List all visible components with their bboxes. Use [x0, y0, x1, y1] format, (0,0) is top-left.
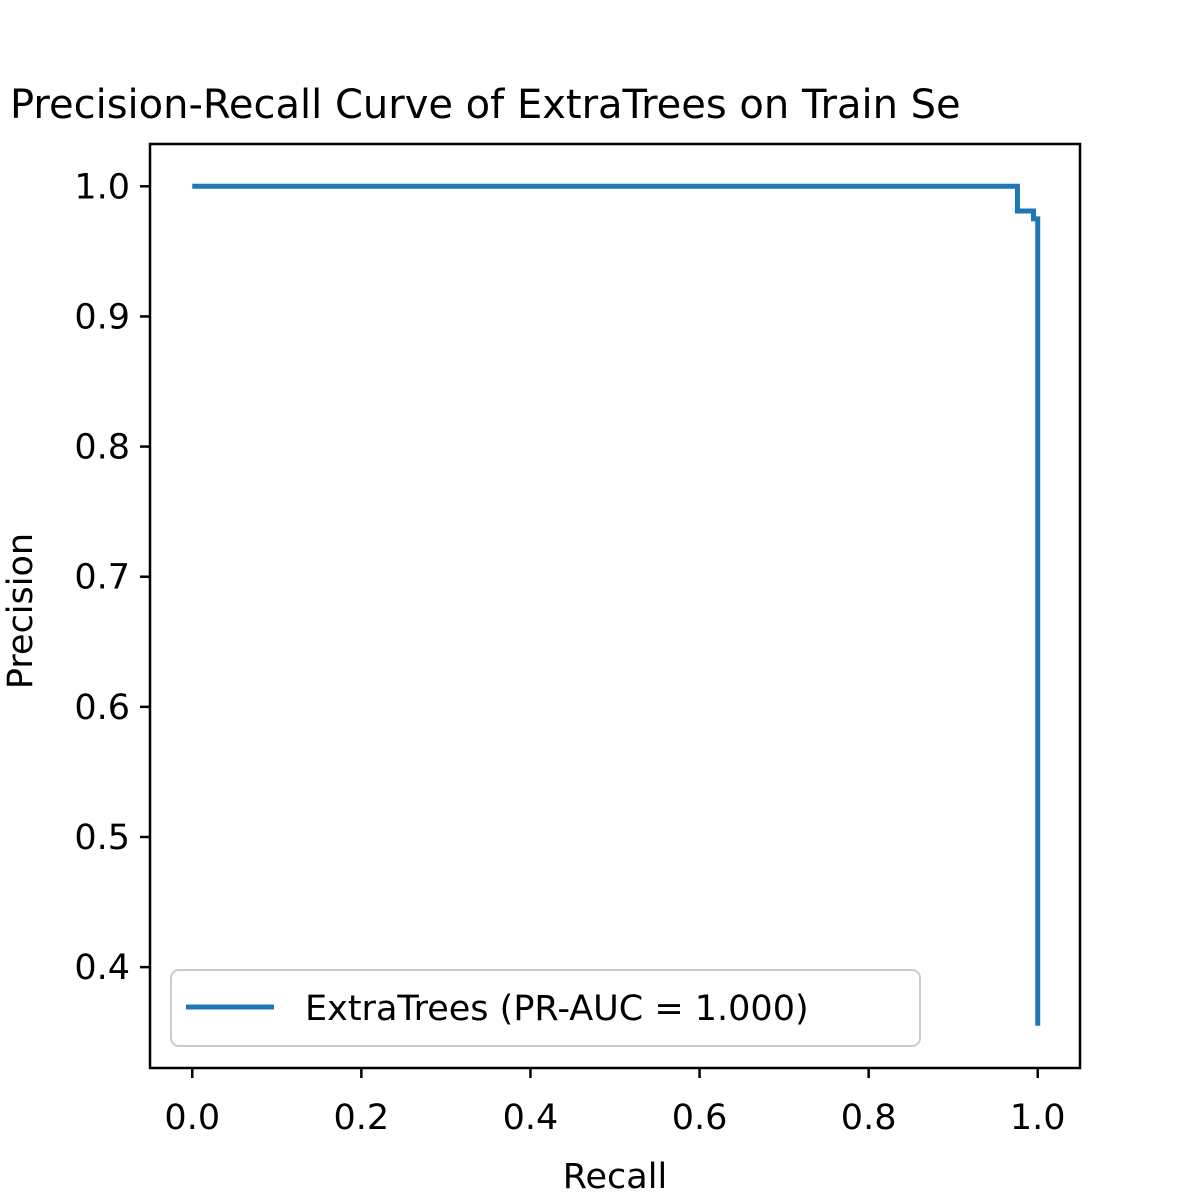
y-tick-label: 0.8: [74, 428, 130, 468]
y-tick-label: 0.6: [74, 688, 130, 728]
y-axis-ticks: 0.4 0.5 0.6 0.7 0.8 0.9 1.0: [74, 167, 150, 988]
legend-box: [170, 969, 921, 1047]
x-tick-label: 1.0: [1010, 1098, 1066, 1138]
x-tick-label: 0.2: [334, 1098, 390, 1138]
x-tick-label: 0.4: [503, 1098, 559, 1138]
plot-area-frame: [148, 142, 1082, 1070]
legend-label: ExtraTrees (PR-AUC = 1.000): [305, 989, 809, 1029]
x-tick-label: 0.8: [841, 1098, 897, 1138]
x-axis-label: Recall: [563, 1157, 667, 1197]
x-tick-label: 0.6: [672, 1098, 728, 1138]
y-tick-label: 0.9: [74, 297, 130, 337]
legend: ExtraTrees (PR-AUC = 1.000): [170, 969, 921, 1047]
y-tick-label: 0.7: [74, 558, 130, 598]
y-axis-label: Precision: [1, 533, 41, 689]
series-line-0: [192, 183, 1041, 1026]
y-tick-label: 1.0: [74, 167, 130, 207]
y-tick-label: 0.4: [74, 948, 130, 988]
chart-title: Precision-Recall Curve of ExtraTrees on …: [10, 82, 961, 128]
x-tick-label: 0.0: [164, 1098, 220, 1138]
y-tick-label: 0.5: [74, 818, 130, 858]
series-layer: [192, 183, 1041, 1026]
x-axis-ticks: 0.0 0.2 0.4 0.6 0.8 1.0: [164, 1068, 1066, 1138]
